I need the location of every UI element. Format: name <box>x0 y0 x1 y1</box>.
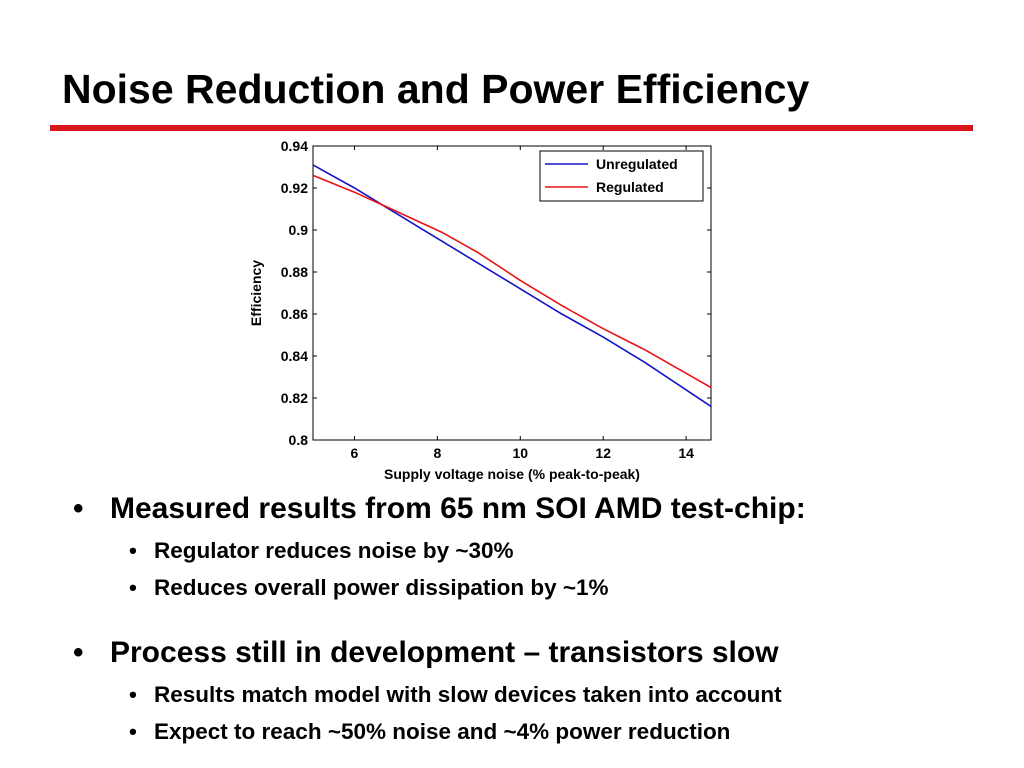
y-tick-label: 0.88 <box>281 264 308 280</box>
sub-bullet-model: • Results match model with slow devices … <box>129 682 782 708</box>
efficiency-chart: 0.940.920.90.880.860.840.820.8 6 8 10 12 14 … <box>248 138 712 482</box>
sub-bullet-noise: • Regulator reduces noise by ~30% <box>129 538 514 564</box>
x-tick-label: 6 <box>351 445 359 461</box>
sub-bullet-text: Regulator reduces noise by ~30% <box>154 538 514 563</box>
x-tick-label: 8 <box>433 445 441 461</box>
y-tick-label: 0.84 <box>281 348 308 364</box>
legend-label-unregulated: Unregulated <box>596 156 678 172</box>
slide-title: Noise Reduction and Power Efficiency <box>62 66 810 112</box>
sub-bullet-text: Reduces overall power dissipation by ~1% <box>154 575 609 600</box>
legend-label-regulated: Regulated <box>596 179 664 195</box>
sub-bullet-expect: • Expect to reach ~50% noise and ~4% pow… <box>129 719 731 745</box>
legend-box <box>539 150 704 202</box>
x-tick-label: 12 <box>595 445 611 461</box>
x-axis-label: Supply voltage noise (% peak-to-peak) <box>384 466 640 482</box>
y-tick-label: 0.94 <box>281 138 308 154</box>
y-tick-label: 0.9 <box>289 222 309 238</box>
bullet-text: Measured results from 65 nm SOI AMD test… <box>110 492 806 525</box>
series-line-regulated <box>312 174 712 389</box>
x-tick-label: 10 <box>513 445 529 461</box>
bullet-measured-results: • Measured results from 65 nm SOI AMD te… <box>73 492 806 526</box>
y-tick-label: 0.82 <box>281 390 308 406</box>
sub-bullet-dot: • <box>129 719 137 744</box>
y-tick-label: 0.8 <box>289 432 309 448</box>
bullet-process: • Process still in development – transis… <box>73 636 779 670</box>
sub-bullet-dot: • <box>129 575 137 600</box>
y-tick-label: 0.92 <box>281 180 308 196</box>
bullet-text: Process still in development – transisto… <box>110 636 779 669</box>
y-axis-label: Efficiency <box>248 260 264 326</box>
x-tick-label: 14 <box>678 445 694 461</box>
title-rule <box>50 125 973 131</box>
series-line-unregulated <box>312 164 712 408</box>
y-tick-label: 0.86 <box>281 306 308 322</box>
bullet-dot: • <box>73 492 84 525</box>
sub-bullet-power: • Reduces overall power dissipation by ~… <box>129 575 609 601</box>
sub-bullet-dot: • <box>129 538 137 563</box>
sub-bullet-text: Results match model with slow devices ta… <box>154 682 782 707</box>
legend: Unregulated Regulated <box>539 150 704 202</box>
sub-bullet-dot: • <box>129 682 137 707</box>
plot-frame <box>312 145 712 441</box>
sub-bullet-text: Expect to reach ~50% noise and ~4% power… <box>154 719 731 744</box>
bullet-dot: • <box>73 636 84 669</box>
